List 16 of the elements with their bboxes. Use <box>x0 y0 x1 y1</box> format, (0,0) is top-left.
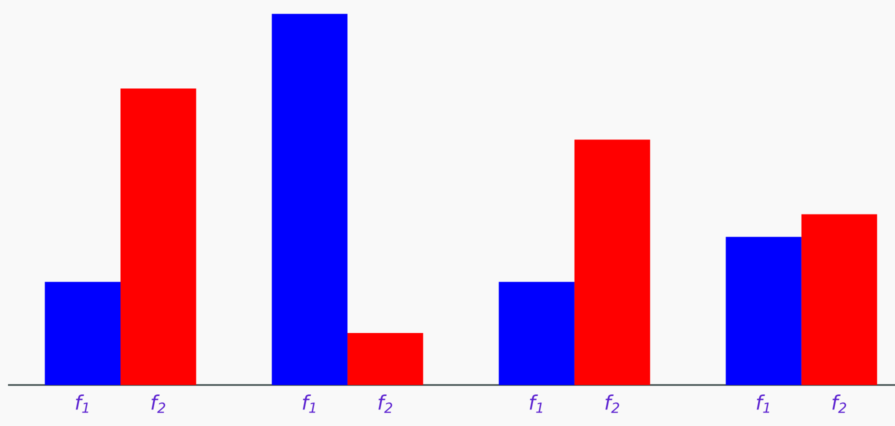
x-tick-label: f$_{2}$ <box>605 394 620 413</box>
x-tick-label: f$_{1}$ <box>76 394 88 413</box>
x-tick-label: f$_{1}$ <box>302 394 316 413</box>
bar <box>498 282 574 385</box>
x-tick-label: f$_{1}$ <box>530 394 542 413</box>
bar <box>272 14 348 385</box>
bar <box>44 282 120 385</box>
x-tick-label: f$_{1}$ <box>756 394 770 413</box>
x-tick-label: f$_{2}$ <box>378 394 392 413</box>
bar <box>574 140 650 385</box>
bar <box>801 214 878 385</box>
x-tick-label: f$_{2}$ <box>151 394 166 413</box>
bar <box>347 333 424 385</box>
bar <box>120 88 196 385</box>
x-tick-label: f$_{2}$ <box>832 394 846 413</box>
bar <box>726 236 802 385</box>
